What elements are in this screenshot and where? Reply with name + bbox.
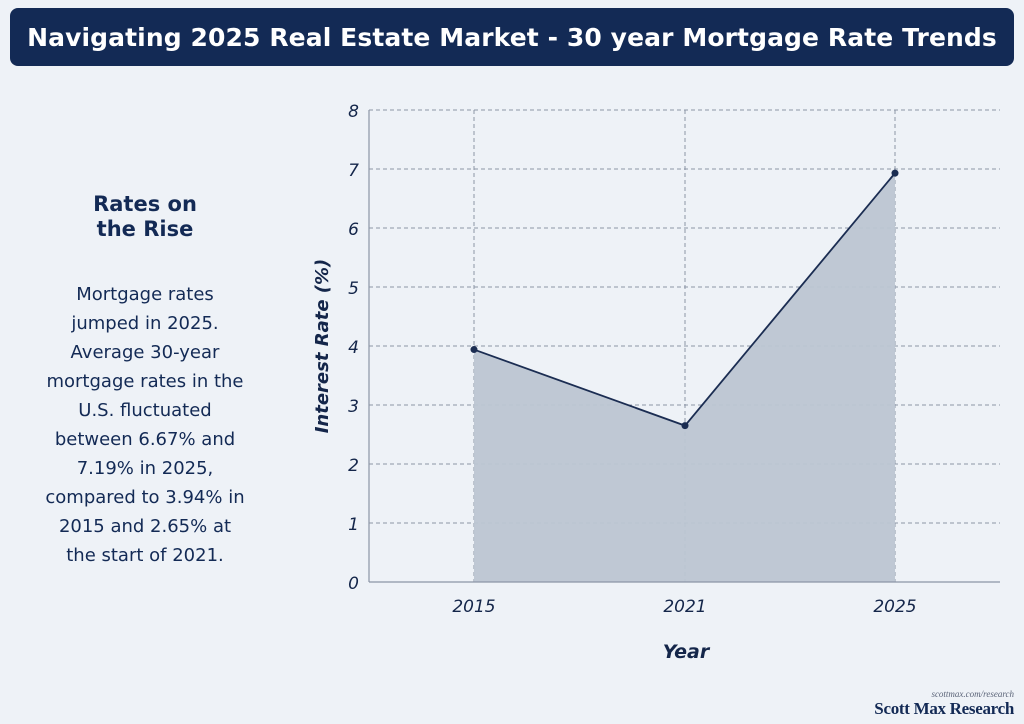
y-tick-label: 5 <box>348 279 359 299</box>
sidebar-text-line: mortgage rates in the <box>46 371 244 392</box>
sidebar-heading-line: Rates on <box>93 192 197 216</box>
y-tick-label: 7 <box>348 161 359 181</box>
x-axis-title: Year <box>663 641 711 663</box>
footer-url: scottmax.com/research <box>931 689 1014 699</box>
sidebar-text-line: U.S. fluctuated <box>78 400 212 421</box>
label-layer: 0 1 2 3 4 5 6 7 8 2015 2021 2025 <box>348 102 916 617</box>
y-tick-label: 1 <box>348 515 359 535</box>
sidebar-description: Mortgage rates jumped in 2025. Average 3… <box>30 280 260 570</box>
y-tick-label: 8 <box>348 102 359 122</box>
sidebar-text-line: the start of 2021. <box>66 545 224 566</box>
x-tick-label: 2015 <box>452 597 495 617</box>
points-layer <box>470 169 899 430</box>
brand-logo: Scott Max Research <box>874 699 1014 718</box>
data-point <box>470 346 478 354</box>
sidebar-text-line: between 6.67% and <box>54 429 236 450</box>
y-tick-label: 2 <box>348 456 359 476</box>
sidebar-text-line: jumped in 2025. <box>71 313 219 334</box>
axis-layer <box>368 110 1000 583</box>
y-tick-label: 3 <box>348 397 359 417</box>
x-tick-label: 2021 <box>663 597 706 617</box>
sidebar-text-line: Average 30-year <box>70 342 220 363</box>
y-tick-label: 6 <box>348 220 359 240</box>
y-axis-title: Interest Rate (%) <box>312 259 333 434</box>
footer-branding: scottmax.com/research Scott Max Research <box>874 689 1014 718</box>
y-tick-label: 0 <box>348 574 359 594</box>
page-title: Navigating 2025 Real Estate Market - 30 … <box>27 22 997 52</box>
sidebar-text-line: 7.19% in 2025, <box>76 458 214 479</box>
area-fill <box>474 173 895 582</box>
sidebar-heading-line: the Rise <box>96 217 194 241</box>
title-banner: Navigating 2025 Real Estate Market - 30 … <box>10 8 1014 66</box>
x-tick-label: 2025 <box>873 597 916 617</box>
data-point <box>891 169 899 177</box>
sidebar-text-line: 2015 and 2.65% at <box>58 516 232 537</box>
y-tick-label: 4 <box>348 338 359 358</box>
sidebar-text-line: Mortgage rates <box>76 284 214 305</box>
data-point <box>681 422 689 430</box>
sidebar-text-line: compared to 3.94% in <box>45 487 245 508</box>
sidebar-heading: Rates on the Rise <box>40 192 250 242</box>
